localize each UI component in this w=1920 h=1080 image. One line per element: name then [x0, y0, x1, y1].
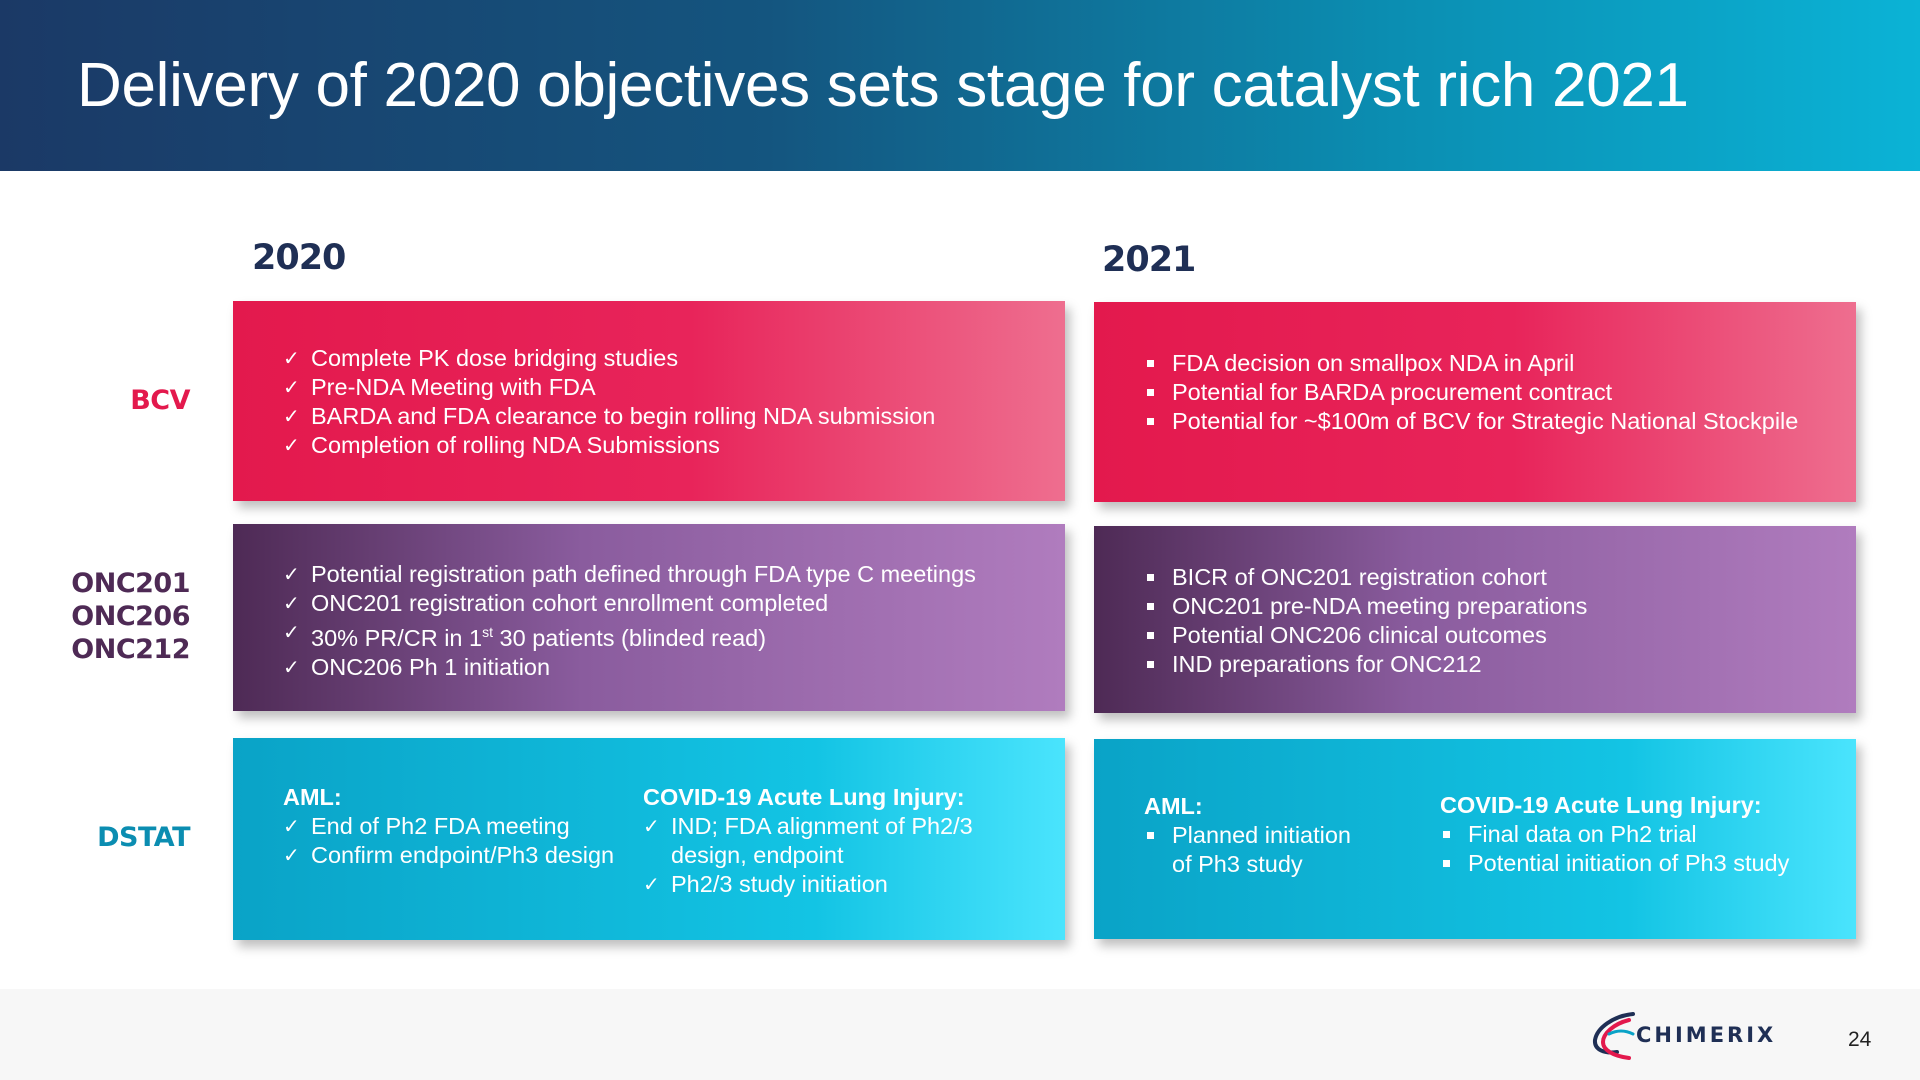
item-line: of Ph3 study: [1172, 851, 1303, 877]
bcv-2021-list: FDA decision on smallpox NDA in April Po…: [1144, 349, 1798, 436]
dstat-2020-covid: COVID-19 Acute Lung Injury: IND; FDA ali…: [643, 783, 973, 899]
list-item: ONC206 Ph 1 initiation: [283, 653, 976, 682]
dstat-2020-card: AML: End of Ph2 FDA meeting Confirm endp…: [233, 738, 1065, 940]
list-item: Confirm endpoint/Ph3 design: [283, 841, 614, 870]
aml-list: End of Ph2 FDA meeting Confirm endpoint/…: [283, 812, 614, 870]
aml-heading: AML:: [283, 784, 342, 810]
dstat-2021-covid: COVID-19 Acute Lung Injury: Final data o…: [1440, 791, 1789, 878]
list-item: End of Ph2 FDA meeting: [283, 812, 614, 841]
onc-2021-card: BICR of ONC201 registration cohort ONC20…: [1094, 526, 1856, 713]
bcv-2020-list: Complete PK dose bridging studies Pre-ND…: [283, 344, 935, 460]
item-text: 30% PR/CR in 1: [311, 624, 483, 651]
page-number: 24: [1848, 1028, 1872, 1051]
bcv-2020-card: Complete PK dose bridging studies Pre-ND…: [233, 301, 1065, 501]
list-item: FDA decision on smallpox NDA in April: [1144, 349, 1798, 378]
list-item: Potential ONC206 clinical outcomes: [1144, 621, 1587, 650]
ordinal-suffix: st: [482, 624, 493, 640]
list-item: Pre-NDA Meeting with FDA: [283, 373, 935, 402]
list-item: BICR of ONC201 registration cohort: [1144, 563, 1587, 592]
title-banner: [0, 0, 1920, 171]
covid-list: IND; FDA alignment of Ph2/3 design, endpo…: [643, 812, 973, 899]
list-item: Potential initiation of Ph3 study: [1440, 849, 1789, 878]
dstat-2021-aml: AML: Planned initiation of Ph3 study: [1144, 792, 1351, 879]
row-label-bcv: BCV: [130, 385, 190, 416]
aml-heading: AML:: [1144, 793, 1203, 819]
list-item: Final data on Ph2 trial: [1440, 820, 1789, 849]
row-label-onc212: ONC212: [71, 634, 190, 665]
list-item: ONC201 pre-NDA meeting preparations: [1144, 592, 1587, 621]
list-item: 30% PR/CR in 1st 30 patients (blinded re…: [283, 618, 976, 653]
dstat-2021-card: AML: Planned initiation of Ph3 study COVI…: [1094, 739, 1856, 939]
onc-2021-list: BICR of ONC201 registration cohort ONC20…: [1144, 563, 1587, 679]
covid-heading: COVID-19 Acute Lung Injury:: [1440, 792, 1762, 818]
aml-list: Planned initiation of Ph3 study: [1144, 821, 1351, 879]
list-item: Potential for BARDA procurement contract: [1144, 378, 1798, 407]
slide-title: Delivery of 2020 objectives sets stage f…: [77, 51, 1689, 120]
year-2020-heading: 2020: [252, 238, 346, 278]
onc-2020-list: Potential registration path defined thro…: [283, 560, 976, 682]
row-label-onc206: ONC206: [71, 601, 190, 632]
covid-list: Final data on Ph2 trial Potential initia…: [1440, 820, 1789, 878]
footer-bar: [0, 989, 1920, 1080]
item-line: IND; FDA alignment of Ph2/3: [671, 813, 973, 839]
row-label-onc201: ONC201: [71, 568, 190, 599]
item-line: design, endpoint: [671, 842, 844, 868]
item-line: Planned initiation: [1172, 822, 1351, 848]
list-item: ONC201 registration cohort enrollment co…: [283, 589, 976, 618]
list-item: Potential for ~$100m of BCV for Strategi…: [1144, 407, 1798, 436]
list-item: Planned initiation of Ph3 study: [1144, 821, 1351, 879]
year-2021-heading: 2021: [1102, 240, 1196, 280]
row-label-dstat: DSTAT: [97, 822, 190, 853]
list-item: IND preparations for ONC212: [1144, 650, 1587, 679]
list-item: Completion of rolling NDA Submissions: [283, 431, 935, 460]
list-item: BARDA and FDA clearance to begin rolling…: [283, 402, 935, 431]
list-item: Complete PK dose bridging studies: [283, 344, 935, 373]
list-item: Potential registration path defined thro…: [283, 560, 976, 589]
onc-2020-card: Potential registration path defined thro…: [233, 524, 1065, 711]
dstat-2020-aml: AML: End of Ph2 FDA meeting Confirm endp…: [283, 783, 614, 870]
bcv-2021-card: FDA decision on smallpox NDA in April Po…: [1094, 302, 1856, 502]
company-logo-text: CHIMERIX: [1636, 1023, 1777, 1047]
chimerix-swoosh-icon: [1592, 1012, 1635, 1060]
list-item: Ph2/3 study initiation: [643, 870, 973, 899]
row-label-onc: ONC201 ONC206 ONC212: [71, 567, 190, 666]
covid-heading: COVID-19 Acute Lung Injury:: [643, 784, 965, 810]
list-item: IND; FDA alignment of Ph2/3 design, endpo…: [643, 812, 973, 870]
item-text: 30 patients (blinded read): [493, 624, 767, 651]
